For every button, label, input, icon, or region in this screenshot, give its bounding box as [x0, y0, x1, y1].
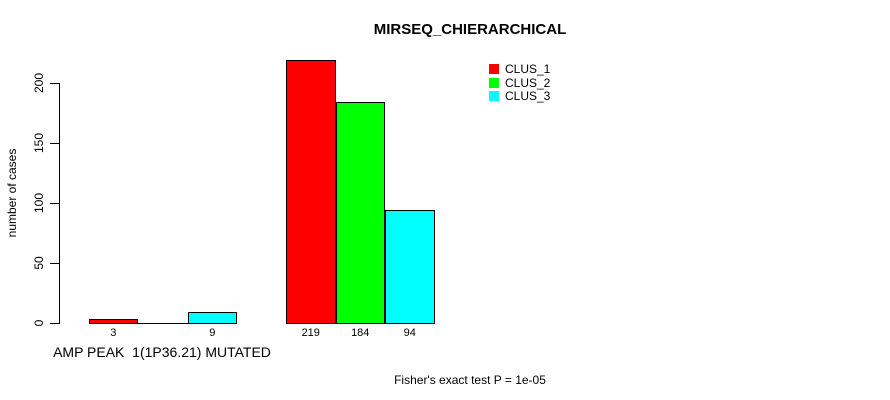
legend-swatch-icon — [489, 91, 499, 101]
legend: CLUS_1 CLUS_2 CLUS_3 — [489, 62, 551, 105]
y-axis-tick-label: 100 — [32, 192, 46, 214]
y-axis-tick — [50, 323, 59, 324]
legend-item-label: CLUS_1 — [505, 62, 551, 76]
y-axis-tick-label: 150 — [32, 132, 46, 154]
bar-clus_2-group2 — [335, 102, 385, 324]
bar-clus_2-group1 — [138, 323, 188, 324]
y-axis-line — [59, 83, 60, 324]
y-axis-tick — [50, 263, 59, 264]
y-axis-tick-label: 200 — [32, 72, 46, 94]
legend-item-label: CLUS_3 — [505, 89, 551, 103]
legend-swatch-icon — [489, 77, 499, 88]
bar-value-label: 219 — [301, 327, 320, 339]
bar-value-label: 94 — [403, 327, 416, 339]
y-axis-tick — [50, 83, 59, 84]
y-axis-label: number of cases — [5, 148, 19, 238]
bar-value-label: 3 — [110, 327, 117, 339]
pvalue-footnote: Fisher's exact test P = 1e-05 — [394, 373, 546, 387]
legend-item-clus_2: CLUS_2 — [489, 75, 551, 90]
legend-item-label: CLUS_2 — [505, 75, 551, 90]
bar-clus_1-group1 — [88, 319, 138, 324]
legend-item-clus_3: CLUS_3 — [489, 89, 551, 103]
chart-title: MIRSEQ_CHIERARCHICAL — [373, 21, 567, 38]
legend-item-clus_1: CLUS_1 — [489, 62, 551, 76]
y-axis-tick — [50, 203, 59, 204]
y-axis-tick-label: 0 — [32, 319, 46, 327]
bar-value-label: 184 — [351, 327, 370, 339]
bar-clus_1-group2 — [286, 60, 336, 324]
bar-clus_3-group2 — [385, 210, 435, 324]
bar-value-label: 9 — [209, 327, 216, 339]
y-axis-tick — [50, 143, 59, 144]
x-axis-label: AMP PEAK 1(1P36.21) MUTATED — [53, 344, 271, 360]
bar-clus_3-group1 — [187, 312, 237, 324]
y-axis-tick-label: 50 — [32, 256, 46, 270]
legend-swatch-icon — [489, 64, 499, 74]
